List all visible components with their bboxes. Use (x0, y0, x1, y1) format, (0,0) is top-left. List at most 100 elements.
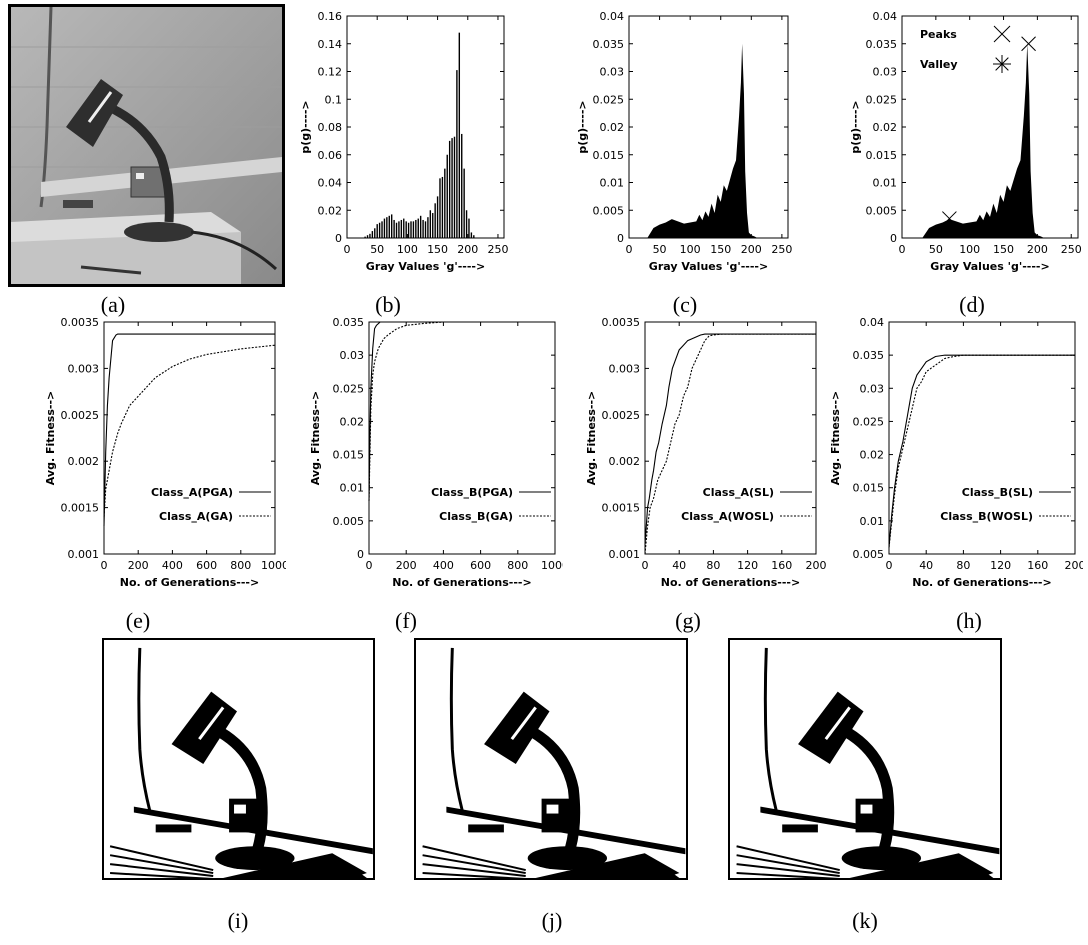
y-tick-label: 0.04 (600, 10, 625, 23)
y-axis-label: Avg. Fitness--> (309, 391, 322, 485)
y-tick-label: 0.005 (866, 204, 898, 217)
legend-label: Class_A(SL) (703, 486, 774, 499)
y-tick-label: 0.0025 (61, 409, 100, 422)
fitness-chart-e: 0 200 400 600 800 1000 0.001 0.0015 0.002 0.0025 0… (44, 316, 286, 586)
y-tick-label: 0.08 (318, 121, 343, 134)
x-tick-label: 800 (507, 559, 528, 572)
y-tick-label: 0.01 (340, 482, 365, 495)
legend-label: Class_A(PGA) (151, 486, 233, 499)
segmented-image-k (728, 638, 1002, 880)
x-tick-label: 80 (706, 559, 720, 572)
bar (446, 154, 448, 238)
legend-label: Class_A(GA) (159, 510, 233, 523)
y-tick-label: 0.01 (600, 177, 625, 190)
cross-stroke (993, 25, 1011, 43)
y-tick-label: 0.03 (600, 66, 625, 79)
x-tick-label: 400 (433, 559, 454, 572)
caption-a: (a) (100, 292, 126, 317)
bar (410, 221, 412, 238)
lamp-base-shape (215, 846, 295, 871)
y-tick-label: 0.015 (853, 482, 885, 495)
caption-c: (c) (672, 292, 698, 317)
x-tick-label: 50 (370, 243, 384, 256)
x-tick-label: 0 (886, 559, 893, 572)
segmented-image-i (102, 638, 375, 880)
bar (424, 221, 427, 238)
x-tick-label: 120 (737, 559, 758, 572)
y-tick-label: 0.01 (873, 177, 898, 190)
y-tick-label: 0 (357, 548, 364, 561)
cable-shape (449, 647, 464, 811)
series-line (644, 333, 816, 545)
socket-highlight-shape (234, 804, 246, 814)
histogram-b: 0 50 100 150 200 250 0 0.02 0.04 0.06 0.08 0.1 0.12 0… (299, 10, 508, 273)
legend-label: Class_A(WOSL) (681, 510, 774, 523)
bar (388, 215, 390, 238)
desk-line-shape (736, 863, 840, 878)
desk-line-shape (422, 845, 526, 872)
table-shadow-shape (223, 853, 367, 878)
y-tick-label: 0.025 (333, 382, 365, 395)
cable-shape (763, 647, 778, 811)
cross-stroke (1021, 36, 1036, 52)
y-tick-label: 0.01 (860, 515, 885, 528)
desk-line-shape (736, 854, 840, 875)
x-tick-label: 1000 (541, 559, 563, 572)
peak-marker (1021, 36, 1036, 52)
x-axis-label: Gray Values 'g'----> (649, 260, 768, 273)
y-tick-label: 0.001 (68, 548, 100, 561)
bar (456, 70, 458, 238)
table-shadow-shape (535, 853, 680, 878)
legend-label: Class_B(SL) (962, 486, 1033, 499)
lamp-highlight-shape (510, 706, 537, 741)
x-tick-label: 50 (929, 243, 943, 256)
dark-patch-shape (468, 824, 504, 833)
bar (405, 221, 407, 238)
y-axis-label: Avg. Fitness--> (829, 391, 842, 485)
lamp-head-shape (798, 691, 864, 764)
bar (432, 213, 434, 238)
x-tick-label: 150 (710, 243, 731, 256)
x-tick-label: 250 (1061, 243, 1082, 256)
cable-shape (137, 647, 152, 811)
bar (441, 176, 444, 238)
plot-frame (628, 15, 789, 239)
corner-shape (332, 853, 367, 878)
segmented-image-i-drawing (109, 647, 373, 878)
fitness-chart-h: 0 40 80 120 160 200 0.005 0.01 0.015 0.02 0.025 0.0… (829, 316, 1083, 586)
lamp-base-shape (841, 846, 922, 871)
x-tick-label: 80 (956, 559, 970, 572)
plot-frame (644, 321, 817, 555)
legend-label: Class_B(GA) (439, 510, 513, 523)
x-tick-label: 100 (397, 243, 418, 256)
lamp-base-shape (527, 846, 608, 871)
fitness-chart-g: 0 40 80 120 160 200 0.001 0.0015 0.002 0.0025 0.00… (585, 316, 827, 586)
bar (407, 222, 410, 238)
bar (436, 196, 439, 238)
plot-frame (346, 15, 505, 239)
caption-e: (e) (125, 608, 151, 633)
bar (453, 136, 456, 238)
y-tick-label: 0.02 (860, 449, 885, 462)
series-line (368, 321, 555, 501)
y-tick-label: 0.03 (340, 349, 365, 362)
peak-marker (942, 211, 957, 226)
x-tick-label: 250 (771, 243, 792, 256)
corner-shape (958, 853, 994, 878)
bar (458, 32, 461, 239)
bar (383, 218, 386, 238)
y-tick-label: 0.0015 (602, 502, 641, 515)
x-tick-label: 100 (959, 243, 980, 256)
x-tick-label: 0 (366, 559, 373, 572)
bar (395, 222, 398, 238)
table-shadow-shape (849, 853, 994, 878)
y-tick-label: 0.025 (853, 415, 885, 428)
bar (427, 217, 429, 238)
star-stroke (995, 57, 1009, 71)
series-line (888, 354, 1075, 548)
bar (412, 221, 415, 238)
legend-label: Peaks (920, 28, 957, 41)
bar (390, 214, 393, 238)
bar (422, 219, 424, 238)
corner-shape (644, 853, 680, 878)
